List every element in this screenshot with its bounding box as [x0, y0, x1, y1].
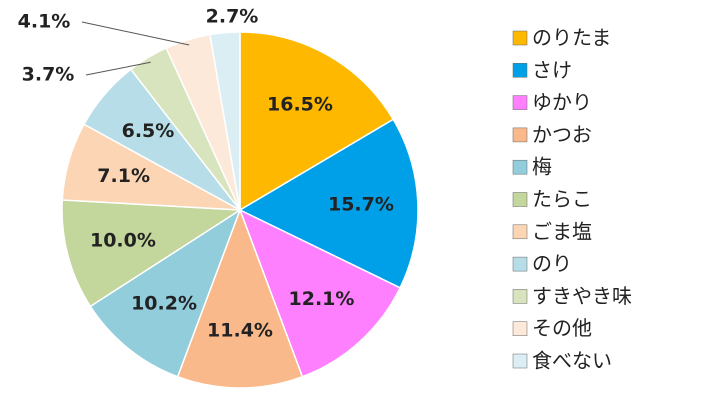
leader-line: [81, 21, 190, 46]
legend-label: のりたま: [532, 26, 611, 50]
data-label: 16.5%: [267, 93, 333, 115]
legend-label: その他: [532, 316, 592, 340]
data-label: 10.2%: [131, 293, 197, 315]
pie-slice: [209, 31, 241, 211]
pie-slice: [238, 208, 402, 378]
data-label: 11.4%: [207, 320, 273, 342]
pie-slice: [238, 118, 419, 289]
data-label: 7.1%: [97, 165, 150, 187]
legend-label: ゆかり: [532, 90, 592, 114]
data-label: 3.7%: [22, 64, 75, 86]
legend-swatch: [512, 289, 528, 304]
legend-swatch: [512, 321, 528, 336]
legend-label: すきやき味: [532, 284, 632, 308]
pie-slice: [89, 208, 242, 378]
legend-label: さけ: [532, 58, 572, 82]
data-label: 6.5%: [122, 120, 175, 142]
legend-swatch: [512, 353, 528, 369]
legend-label: 梅: [532, 155, 552, 179]
data-label: 2.7%: [206, 6, 259, 28]
legend-swatch: [512, 159, 528, 175]
data-label: 10.0%: [90, 229, 156, 251]
data-label: 12.1%: [289, 288, 355, 310]
legend-swatch: [512, 192, 528, 207]
data-label: 15.7%: [328, 194, 394, 216]
legend-label: たらこ: [532, 187, 592, 211]
leader-line: [85, 61, 151, 76]
pie-slice: [176, 207, 304, 389]
data-label: 4.1%: [18, 11, 71, 33]
legend-swatch: [512, 224, 528, 240]
legend-swatch: [512, 95, 528, 110]
pie-slice: [239, 31, 395, 212]
pie-slice: [61, 199, 243, 308]
legend-label: かつお: [532, 122, 592, 146]
legend-label: のり: [532, 252, 572, 276]
legend-swatch: [512, 30, 528, 46]
legend-label: 食べない: [532, 349, 612, 373]
legend-swatch: [512, 256, 528, 272]
legend-swatch: [512, 63, 528, 78]
legend-label: ごま塩: [532, 219, 592, 243]
legend-swatch: [512, 127, 528, 143]
